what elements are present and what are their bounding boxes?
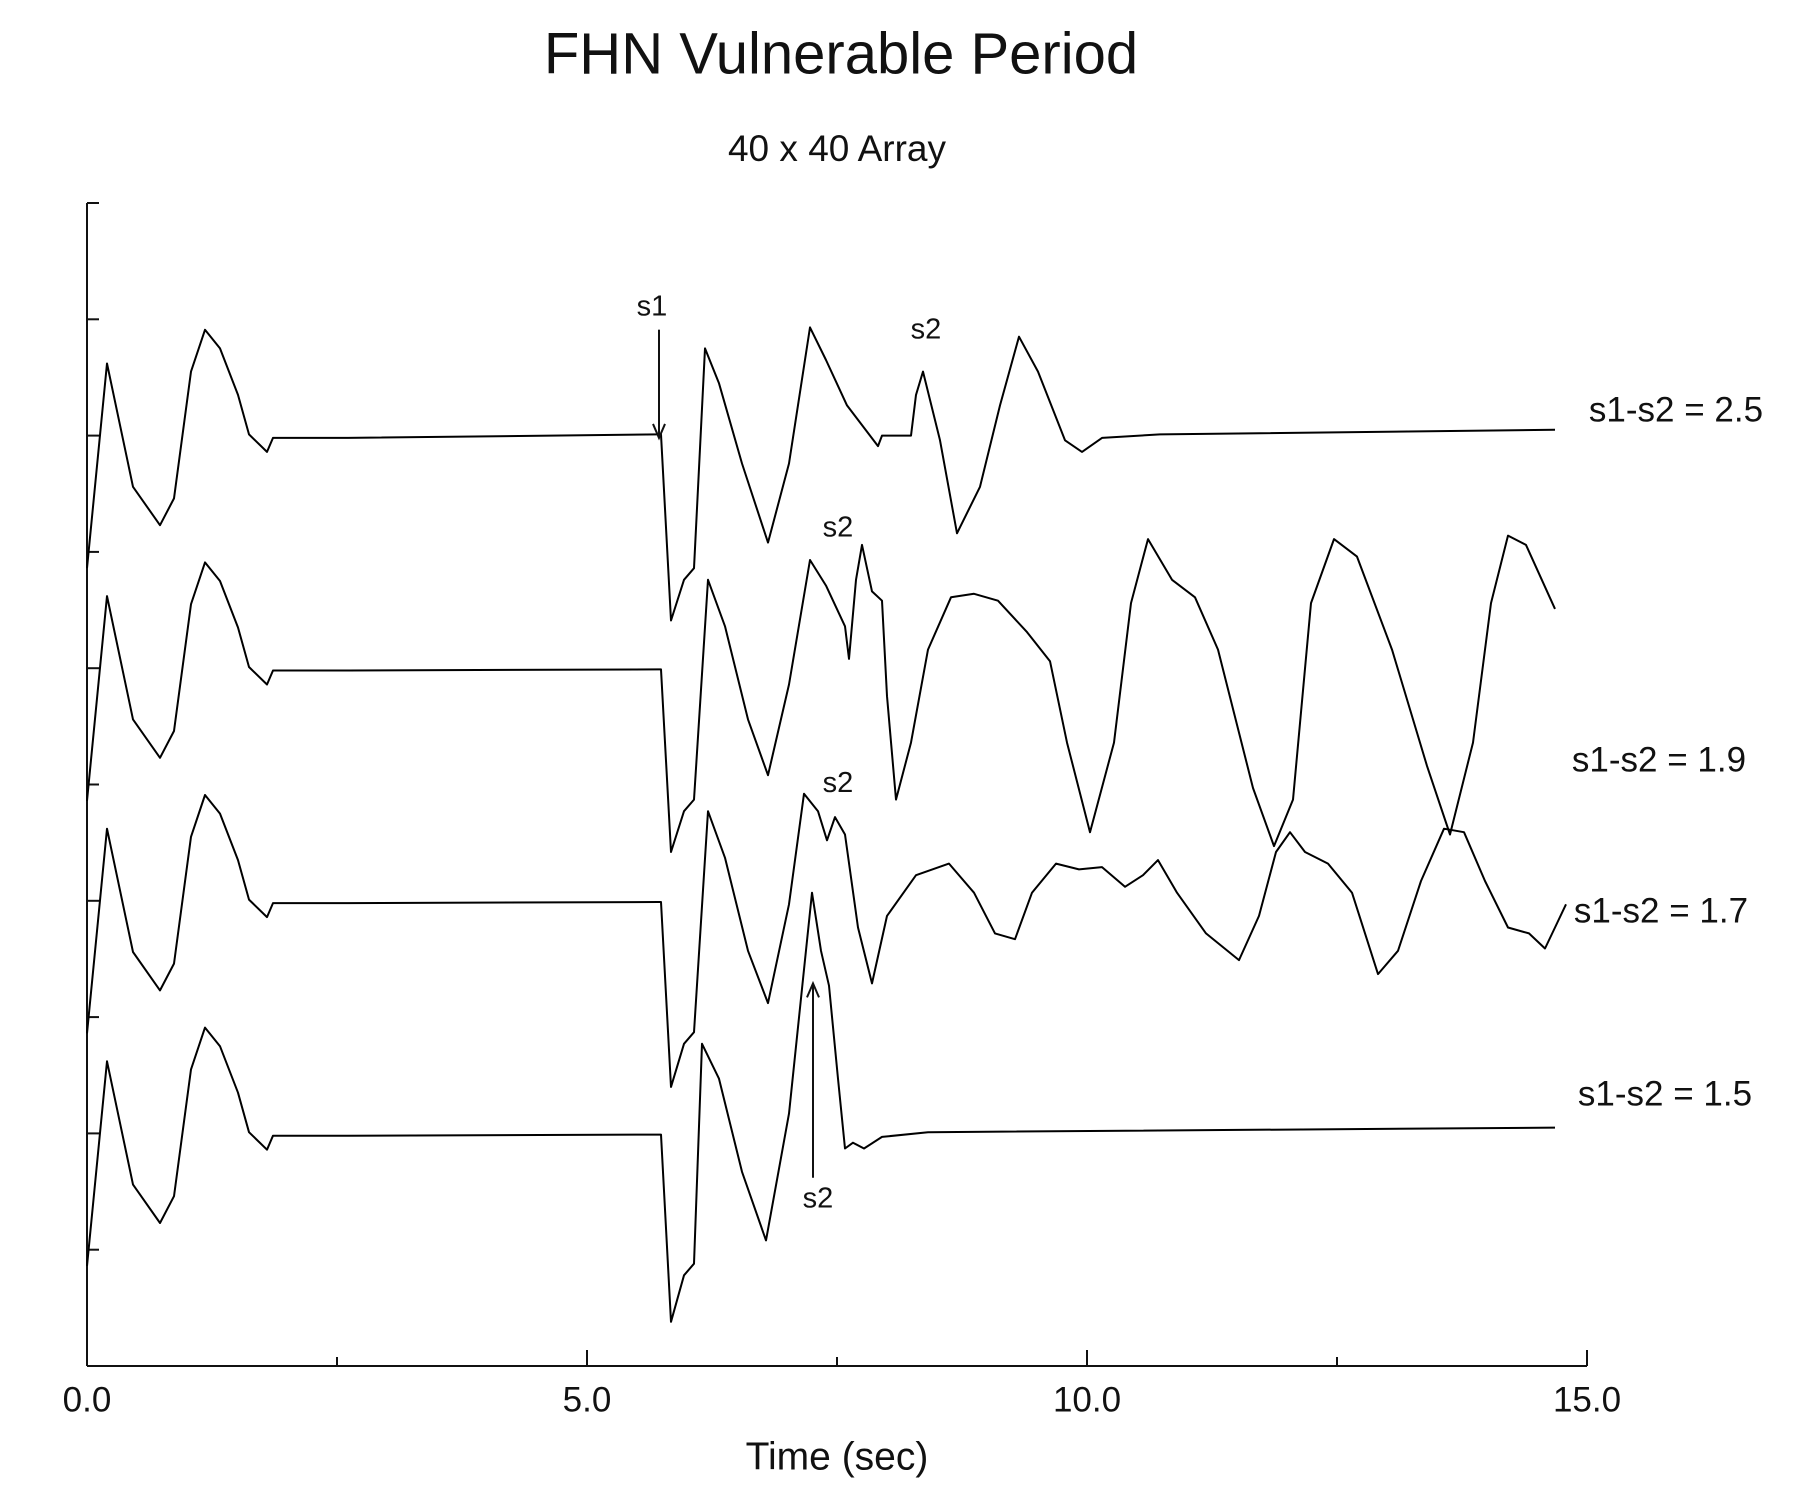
x-tick-label: 10.0 <box>1053 1380 1121 1419</box>
annotation: s2 <box>823 767 854 799</box>
annotation: s2 <box>911 314 942 346</box>
series-line <box>86 891 1556 1323</box>
x-tick-label: 0.0 <box>63 1380 112 1419</box>
arrow-head <box>652 423 666 441</box>
series-line <box>86 792 1567 1088</box>
annotation: s2 <box>823 511 854 543</box>
series-line <box>86 534 1556 853</box>
series-line <box>86 326 1556 622</box>
x-tick-label: 15.0 <box>1553 1380 1621 1419</box>
arrow-head <box>806 980 820 998</box>
series-label: s1-s2 = 1.5 <box>1578 1074 1752 1113</box>
x-tick-label: 5.0 <box>563 1380 612 1419</box>
chart-title: FHN Vulnerable Period <box>544 21 1138 86</box>
annotation: s1 <box>637 290 668 322</box>
series-label: s1-s2 = 1.9 <box>1572 740 1746 779</box>
chart-subtitle: 40 x 40 Array <box>728 128 947 169</box>
series-label: s1-s2 = 2.5 <box>1589 390 1763 429</box>
x-axis-label: Time (sec) <box>746 1435 929 1478</box>
series-label: s1-s2 = 1.7 <box>1574 891 1748 930</box>
annotation: s2 <box>803 1182 834 1214</box>
